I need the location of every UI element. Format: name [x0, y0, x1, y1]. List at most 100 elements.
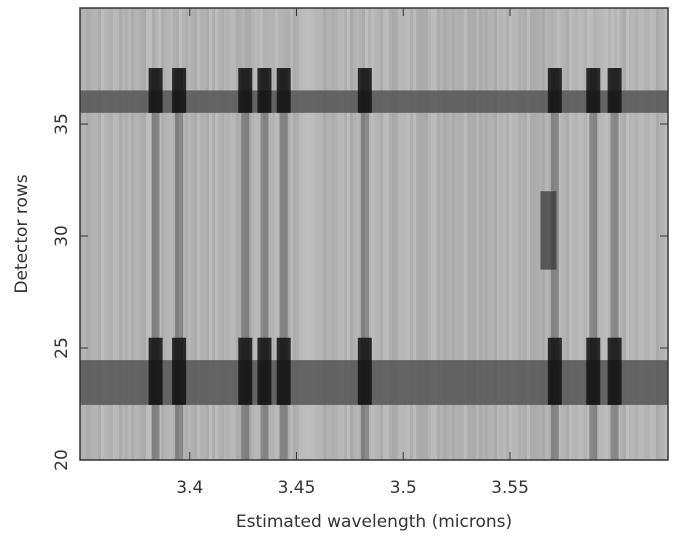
texture — [245, 8, 248, 460]
line-band-blob — [547, 68, 562, 113]
texture — [356, 8, 359, 460]
spot — [540, 191, 557, 270]
texture — [575, 8, 578, 460]
texture — [458, 8, 461, 460]
texture — [194, 8, 197, 460]
line-band-blob — [586, 337, 601, 405]
texture — [170, 8, 173, 460]
texture — [584, 8, 587, 460]
texture — [434, 8, 437, 460]
texture — [455, 8, 458, 460]
texture — [509, 8, 512, 460]
texture — [197, 8, 200, 460]
texture — [521, 8, 524, 460]
texture — [650, 8, 653, 460]
x-tick-label: 3.4 — [176, 478, 203, 498]
dark-band — [80, 360, 668, 405]
texture — [326, 8, 329, 460]
line-band-blob — [172, 337, 187, 405]
texture — [533, 8, 536, 460]
texture — [98, 8, 101, 460]
texture — [242, 8, 245, 460]
texture — [425, 8, 428, 460]
texture — [659, 8, 662, 460]
texture — [611, 8, 614, 460]
y-tick-label: 20 — [52, 449, 72, 471]
texture — [329, 8, 332, 460]
texture — [449, 8, 452, 460]
texture — [488, 8, 491, 460]
texture — [629, 8, 632, 460]
texture — [185, 8, 188, 460]
texture — [281, 8, 284, 460]
texture — [218, 8, 221, 460]
texture — [341, 8, 344, 460]
texture — [173, 8, 176, 460]
x-tick-label: 3.5 — [390, 478, 417, 498]
texture — [641, 8, 644, 460]
texture — [92, 8, 95, 460]
texture — [482, 8, 485, 460]
texture — [395, 8, 398, 460]
texture — [119, 8, 122, 460]
texture — [116, 8, 119, 460]
y-tick-label: 30 — [52, 225, 72, 247]
texture — [581, 8, 584, 460]
texture — [176, 8, 179, 460]
texture — [209, 8, 212, 460]
texture — [308, 8, 311, 460]
texture — [110, 8, 113, 460]
texture — [275, 8, 278, 460]
texture — [632, 8, 635, 460]
texture — [452, 8, 455, 460]
texture — [200, 8, 203, 460]
texture — [491, 8, 494, 460]
texture — [377, 8, 380, 460]
texture — [605, 8, 608, 460]
texture — [428, 8, 431, 460]
spectral-line — [610, 68, 619, 460]
texture — [431, 8, 434, 460]
texture — [656, 8, 659, 460]
texture — [665, 8, 668, 460]
texture — [302, 8, 305, 460]
texture — [152, 8, 155, 460]
texture — [620, 8, 623, 460]
texture — [461, 8, 464, 460]
y-axis-title: Detector rows — [12, 174, 32, 293]
texture — [101, 8, 104, 460]
texture — [347, 8, 350, 460]
line-band-blob — [607, 68, 622, 113]
line-band-blob — [357, 68, 372, 113]
texture — [263, 8, 266, 460]
texture — [383, 8, 386, 460]
texture — [578, 8, 581, 460]
texture — [248, 8, 251, 460]
texture — [107, 8, 110, 460]
texture — [500, 8, 503, 460]
texture — [467, 8, 470, 460]
texture — [299, 8, 302, 460]
spectral-line — [151, 68, 160, 460]
texture — [278, 8, 281, 460]
texture — [602, 8, 605, 460]
texture — [392, 8, 395, 460]
texture — [413, 8, 416, 460]
texture — [314, 8, 317, 460]
texture — [485, 8, 488, 460]
texture — [389, 8, 392, 460]
texture — [230, 8, 233, 460]
texture — [617, 8, 620, 460]
texture — [140, 8, 143, 460]
line-band-blob — [586, 68, 601, 113]
texture — [146, 8, 149, 460]
texture — [215, 8, 218, 460]
texture — [359, 8, 362, 460]
texture — [557, 8, 560, 460]
texture — [149, 8, 152, 460]
texture — [287, 8, 290, 460]
spectral-line — [589, 68, 598, 460]
texture — [206, 8, 209, 460]
texture — [89, 8, 92, 460]
line-band-blob — [257, 337, 272, 405]
